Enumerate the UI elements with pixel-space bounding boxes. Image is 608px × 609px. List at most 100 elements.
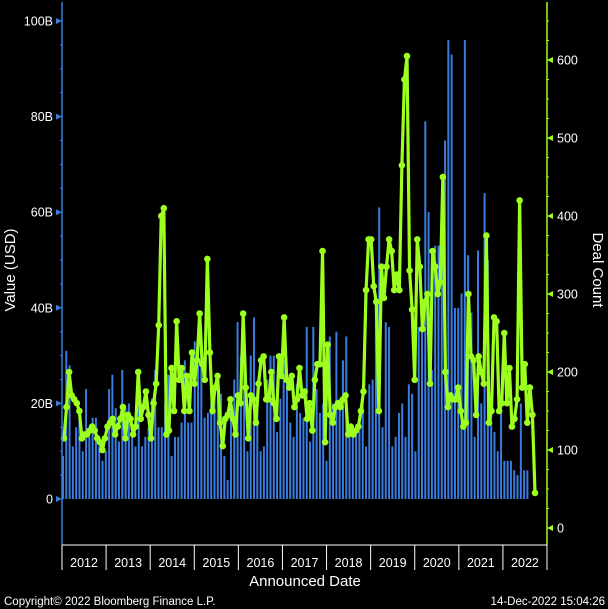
value-bar [322,403,325,499]
deal-count-point [193,357,201,364]
right-axis-tick-label: 300 [557,288,578,302]
value-bar [309,441,312,499]
value-bar [124,408,127,499]
deal-count-point [127,415,134,423]
value-bar [256,408,259,499]
deal-count-point [396,286,403,294]
value-bar [187,422,190,499]
deal-count-point [485,419,493,427]
deal-count-point [477,368,485,376]
value-bar [104,451,107,499]
deal-count-point [309,427,316,434]
value-bar [407,384,410,499]
deal-count-point [293,396,301,403]
deal-count-point [73,399,81,407]
deal-count-point [265,396,273,403]
x-axis-tick-label: 2014 [158,556,186,570]
deal-count-point [508,423,516,430]
deal-count-point [227,396,234,403]
value-bar [526,470,529,499]
value-bar [388,326,391,499]
deal-count-point [429,247,436,255]
right-axis-tick-label: 600 [557,54,578,68]
deal-count-point [206,349,214,356]
deal-count-point [291,403,298,411]
deal-count-point [275,353,283,360]
deal-count-point [442,368,449,376]
deal-count-point [439,173,447,181]
value-bar [94,417,97,499]
deal-count-point [111,431,119,438]
deal-count-point [65,368,73,376]
x-axis-tick-label: 2013 [114,556,142,570]
deal-count-point [393,271,401,278]
deal-count-point [531,489,539,497]
value-bar [295,384,298,499]
deal-count-point [63,403,70,411]
value-bar [213,393,216,499]
deal-count-point [224,411,232,419]
left-axis-tick-label: 80B [31,110,53,124]
value-bar [384,322,387,499]
right-axis-tick-label: 200 [557,366,578,380]
deal-count-point [285,384,293,391]
value-bar [289,422,292,499]
deal-count-point [500,329,508,337]
value-bar [154,369,157,499]
deal-count-point [237,399,244,407]
deal-count-point [188,349,196,356]
value-bar [371,379,374,499]
right-axis-tick-marker [547,57,553,63]
right-axis-tick-label: 0 [557,522,564,536]
value-bar [351,427,354,499]
value-bar [160,427,163,499]
x-axis-tick-label: 2020 [423,556,451,570]
value-bar [493,432,496,499]
deal-count-point [513,396,521,403]
deal-count-point [278,372,285,380]
x-axis: 2012 2013 2014 2015 2016 2017 2018 2019 2020 2021… [61,544,548,570]
value-bar [315,389,318,499]
value-bar [480,403,483,499]
value-bar [457,307,460,499]
deal-count-point [506,364,513,372]
value-bar [259,451,262,499]
deal-count-point [137,415,145,423]
deal-count-point [454,384,462,391]
deal-count-point [191,380,198,388]
deal-count-point [157,212,165,220]
value-bar [335,331,338,499]
deal-count-point [452,396,459,403]
value-bar [216,398,219,499]
value-bar [470,312,473,499]
value-bar [365,446,367,499]
value-bar [417,326,420,499]
deal-count-point [316,360,324,368]
value-bar [430,369,433,499]
deal-count-point [198,360,206,368]
deal-count-point [129,431,137,438]
deal-count-point [122,435,129,442]
deal-count-point [319,247,326,255]
value-bar [117,441,120,499]
value-bar [180,422,183,499]
deal-count-point [255,380,262,388]
value-bar [239,355,242,499]
value-bar [150,398,153,499]
deal-count-point [245,435,252,442]
deal-count-point [76,407,83,415]
value-bar [249,355,252,499]
deal-count-point [165,427,173,434]
deal-count-point [419,325,426,333]
value-bar [516,475,519,499]
left-axis-tick-label: 0 [46,493,53,507]
deal-count-point [134,368,142,376]
value-bar [164,403,167,499]
deal-count-point [101,435,109,442]
deal-count-point [360,388,367,395]
right-axis: 0 100 200 300 400 500 600 [546,2,578,545]
deal-count-point [96,438,104,446]
deal-count-point [529,411,536,419]
value-bar [361,393,364,499]
